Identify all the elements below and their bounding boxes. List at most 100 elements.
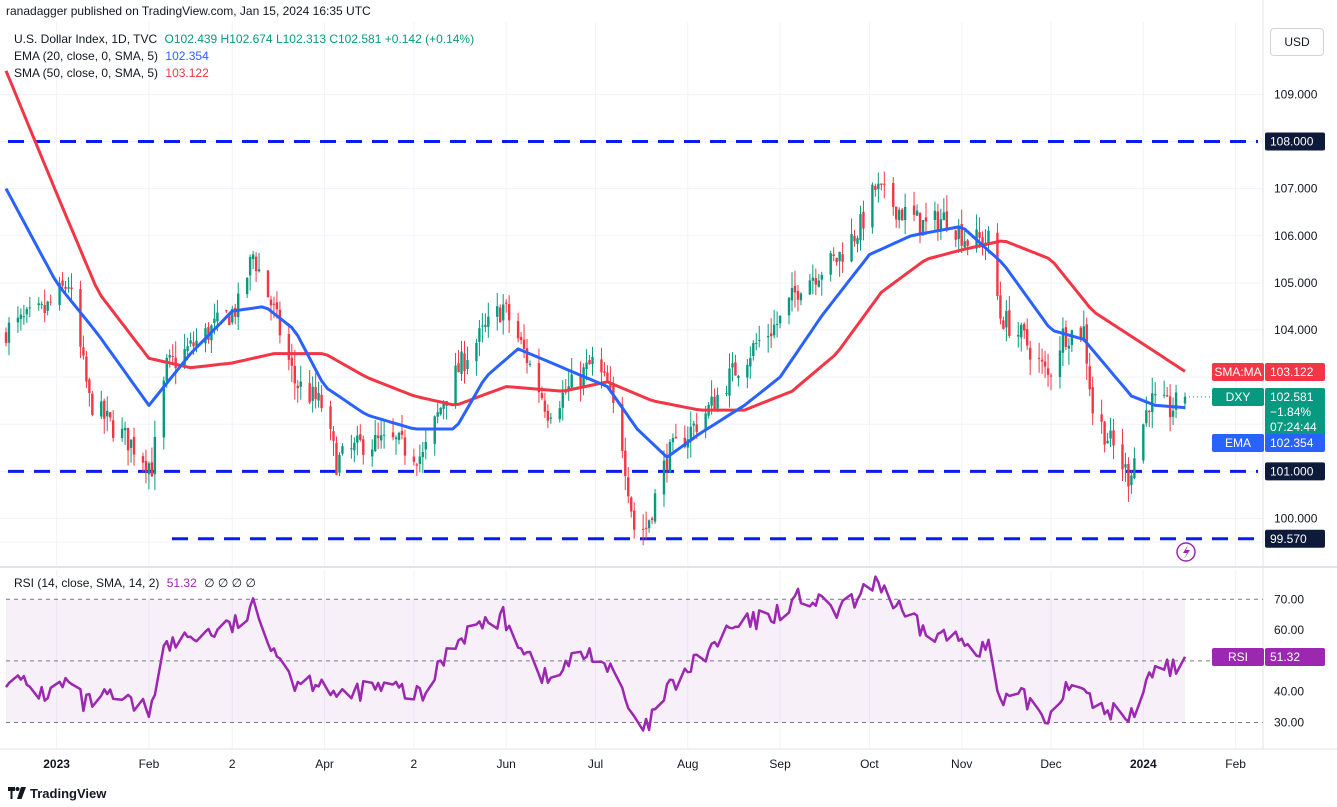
ohlc-values: O102.439 H102.674 L102.313 C102.581 +0.1…: [164, 32, 475, 46]
candle-body: [874, 186, 877, 191]
time-tick-label: Dec: [1040, 757, 1061, 771]
candle-body: [269, 299, 273, 306]
candle-body: [829, 253, 832, 275]
candle-body: [689, 426, 692, 442]
candle-body: [710, 396, 713, 406]
candle-body: [1142, 424, 1145, 461]
candle-body: [755, 342, 758, 344]
candle-body: [1127, 463, 1130, 487]
candle-body: [671, 437, 675, 443]
candle-body: [537, 363, 541, 393]
candle-body: [1079, 327, 1082, 339]
rsi-tick-label: 70.00: [1274, 592, 1304, 606]
candle-body: [856, 238, 859, 244]
candle-body: [320, 394, 323, 409]
candle-body: [192, 342, 195, 347]
candle-body: [787, 297, 791, 316]
candle-body: [195, 340, 198, 347]
sma-legend[interactable]: SMA (50, close, 0, SMA, 5) 103.122: [14, 66, 209, 80]
ema-tag-value-box: [1265, 434, 1325, 452]
candle-body: [1124, 464, 1127, 468]
candle-body: [457, 363, 460, 373]
candle-body: [1061, 328, 1065, 353]
price-tick-label: 104.000: [1274, 323, 1318, 337]
candle-body: [737, 375, 740, 378]
rsi-legend[interactable]: RSI (14, close, SMA, 14, 2) 51.32 ∅ ∅ ∅ …: [14, 576, 256, 590]
rsi-tag-label-box: [1212, 648, 1264, 666]
sma50-line: [4, 70, 1186, 412]
candle-body: [504, 302, 508, 304]
candle-body: [653, 493, 657, 522]
candle-body: [308, 383, 311, 403]
candle-body: [695, 424, 698, 432]
alert-icon-ring: [1176, 542, 1196, 562]
candle-body: [460, 351, 463, 374]
candles: [4, 171, 1187, 546]
candle-body: [49, 301, 52, 303]
candle-body: [603, 371, 606, 373]
candle-body: [609, 382, 612, 389]
candle-body: [1037, 357, 1041, 359]
level-tag-value: 101.000: [1270, 464, 1314, 478]
candle-body: [311, 386, 314, 401]
time-tick-label: 2: [411, 757, 418, 771]
candle-body: [627, 477, 630, 497]
candle-body: [796, 290, 800, 300]
candle-body: [918, 212, 922, 234]
candle-body: [1017, 334, 1020, 337]
candle-body: [585, 362, 588, 370]
candle-body: [877, 183, 880, 190]
tradingview-logo[interactable]: TradingView: [8, 786, 106, 802]
candle-body: [129, 439, 133, 448]
candle-body: [359, 434, 362, 440]
candle-body: [251, 254, 255, 260]
candle-body: [1049, 375, 1053, 377]
candle-body: [1100, 414, 1103, 422]
tradingview-logo-icon: [8, 787, 26, 802]
candle-body: [600, 359, 603, 373]
candle-body: [204, 328, 207, 344]
candle-body: [466, 360, 469, 370]
candle-body: [46, 301, 49, 311]
candle-body: [954, 230, 957, 240]
candle-body: [424, 441, 427, 450]
lightning-icon: [1183, 545, 1190, 559]
rsi-tick-label: 60.00: [1274, 623, 1304, 637]
candle-body: [144, 461, 148, 472]
candle-body: [728, 368, 731, 396]
candle-body: [1070, 330, 1074, 346]
candle-body: [88, 379, 91, 394]
time-tick-label: Jun: [497, 757, 516, 771]
candle-body: [254, 256, 258, 272]
dxy-tag-value-box: [1265, 388, 1325, 442]
candle-body: [1064, 327, 1068, 347]
candle-body: [650, 518, 654, 520]
candle-body: [903, 206, 907, 220]
candle-body: [1028, 347, 1032, 360]
currency-button[interactable]: USD: [1270, 28, 1324, 56]
candle-body: [25, 308, 29, 315]
time-tick-label: Sep: [769, 757, 791, 771]
candle-body: [341, 446, 344, 454]
candle-body: [841, 254, 844, 262]
candle-body: [921, 219, 925, 236]
candle-body: [171, 356, 174, 358]
candle-body: [67, 287, 70, 289]
symbol-title[interactable]: U.S. Dollar Index, 1D, TVC: [14, 32, 158, 46]
candle-body: [674, 436, 678, 439]
candle-body: [591, 356, 594, 365]
price-tick-label: 105.000: [1274, 276, 1318, 290]
rsi-tick-label: 40.00: [1274, 685, 1304, 699]
candle-body: [153, 436, 157, 475]
candle-body: [1002, 320, 1005, 329]
candle-body: [633, 510, 636, 530]
candle-body: [871, 184, 874, 228]
candle-body: [1082, 326, 1085, 340]
candle-body: [778, 315, 782, 324]
candle-body: [811, 277, 815, 281]
candle-body: [752, 343, 755, 357]
candle-body: [519, 336, 523, 341]
candle-body: [516, 321, 520, 339]
ema-legend[interactable]: EMA (20, close, 0, SMA, 5) 102.354: [14, 49, 209, 63]
